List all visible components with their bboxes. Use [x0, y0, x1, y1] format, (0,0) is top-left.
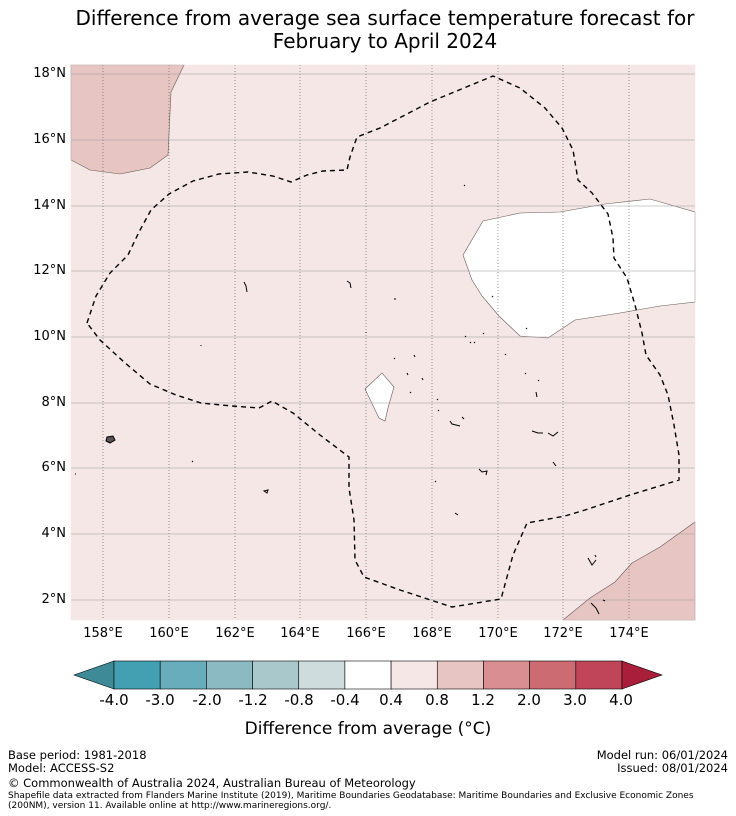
colorbar-swatch: [483, 660, 530, 690]
colorbar-swatch: [529, 660, 577, 690]
map-title: Difference from average sea surface temp…: [0, 7, 736, 53]
lon-tick-label: 160°E: [149, 626, 189, 641]
lon-tick-label: 164°E: [280, 626, 320, 641]
colorbar: [73, 660, 663, 690]
colorbar-tick-label: 3.0: [563, 691, 587, 709]
colorbar-tick-label: -1.2: [238, 691, 268, 709]
colorbar-swatch: [298, 660, 346, 690]
lon-tick-label: 162°E: [215, 626, 255, 641]
lat-tick-label: 8°N: [41, 395, 67, 410]
colorbar-swatch: [206, 660, 253, 690]
lon-tick-label: 170°E: [478, 626, 518, 641]
island: [393, 354, 424, 381]
neutral-region-east: [462, 198, 696, 339]
lat-tick-label: 16°N: [33, 132, 66, 147]
island: [504, 353, 540, 398]
colorbar-tick-label: -3.0: [145, 691, 175, 709]
island: [590, 599, 606, 615]
colorbar-under-arrow: [73, 660, 115, 690]
island: [491, 295, 528, 330]
lon-tick-label: 172°E: [543, 626, 583, 641]
island-atoll: [531, 430, 559, 437]
lat-tick-label: 14°N: [33, 198, 66, 213]
colorbar-tick-label: 4.0: [609, 691, 633, 709]
title-line-1: Difference from average sea surface temp…: [75, 6, 695, 30]
island-kosrae: [105, 435, 116, 444]
colorbar-swatch: [390, 660, 438, 690]
colorbar-tick-label: 0.4: [379, 691, 403, 709]
gridlines: [71, 65, 695, 620]
lat-tick-label: 12°N: [33, 263, 66, 278]
colorbar-swatch: [575, 660, 623, 690]
colorbar-tick-label: -0.8: [284, 691, 314, 709]
copyright: © Commonwealth of Australia 2024, Austra…: [8, 776, 416, 790]
map-frame: [70, 64, 696, 621]
model-run: Model run: 06/01/2024: [596, 748, 728, 762]
colorbar-tick-label: 1.2: [471, 691, 495, 709]
island: [409, 391, 440, 412]
island: [191, 460, 194, 463]
colorbar-swatch: [113, 660, 161, 690]
island: [243, 281, 248, 293]
colorbar-tick-label: 2.0: [517, 691, 541, 709]
island: [587, 554, 597, 566]
colorbar-tick-label: -4.0: [99, 691, 129, 709]
island: [262, 489, 269, 494]
lat-tick-label: 2°N: [41, 592, 67, 607]
lat-tick-label: 4°N: [41, 526, 67, 541]
lat-tick-label: 10°N: [33, 329, 66, 344]
colorbar-swatch: [344, 660, 392, 690]
lon-tick-label: 158°E: [83, 626, 123, 641]
colorbar-title: Difference from average (°C): [244, 719, 492, 739]
neutral-patch-small: [364, 372, 395, 422]
colorbar-swatch: [252, 660, 300, 690]
island: [464, 332, 485, 344]
colorbar-swatch: [436, 660, 484, 690]
base-period: Base period: 1981-2018: [8, 748, 147, 762]
attribution: Shapefile data extracted from Flanders M…: [8, 791, 694, 811]
colorbar-tick-label: 0.8: [425, 691, 449, 709]
lon-tick-label: 166°E: [346, 626, 386, 641]
lat-tick-label: 18°N: [33, 66, 66, 81]
lon-tick-label: 174°E: [609, 626, 649, 641]
colorbar-swatch: [159, 660, 207, 690]
colorbar-tick-label: -0.4: [330, 691, 360, 709]
colorbar-over-arrow: [621, 660, 663, 690]
model-name: Model: ACCESS-S2: [8, 761, 115, 775]
island: [346, 280, 352, 289]
title-line-2: February to April 2024: [272, 29, 498, 53]
lat-tick-label: 6°N: [41, 460, 67, 475]
island: [454, 461, 557, 516]
island: [463, 184, 466, 187]
lon-tick-label: 168°E: [412, 626, 452, 641]
island: [434, 468, 488, 483]
map-background: [71, 65, 695, 620]
issued-date: Issued: 08/01/2024: [617, 761, 728, 775]
island: [449, 416, 465, 427]
colorbar-tick-label: -2.0: [192, 691, 222, 709]
islands: [75, 184, 606, 615]
